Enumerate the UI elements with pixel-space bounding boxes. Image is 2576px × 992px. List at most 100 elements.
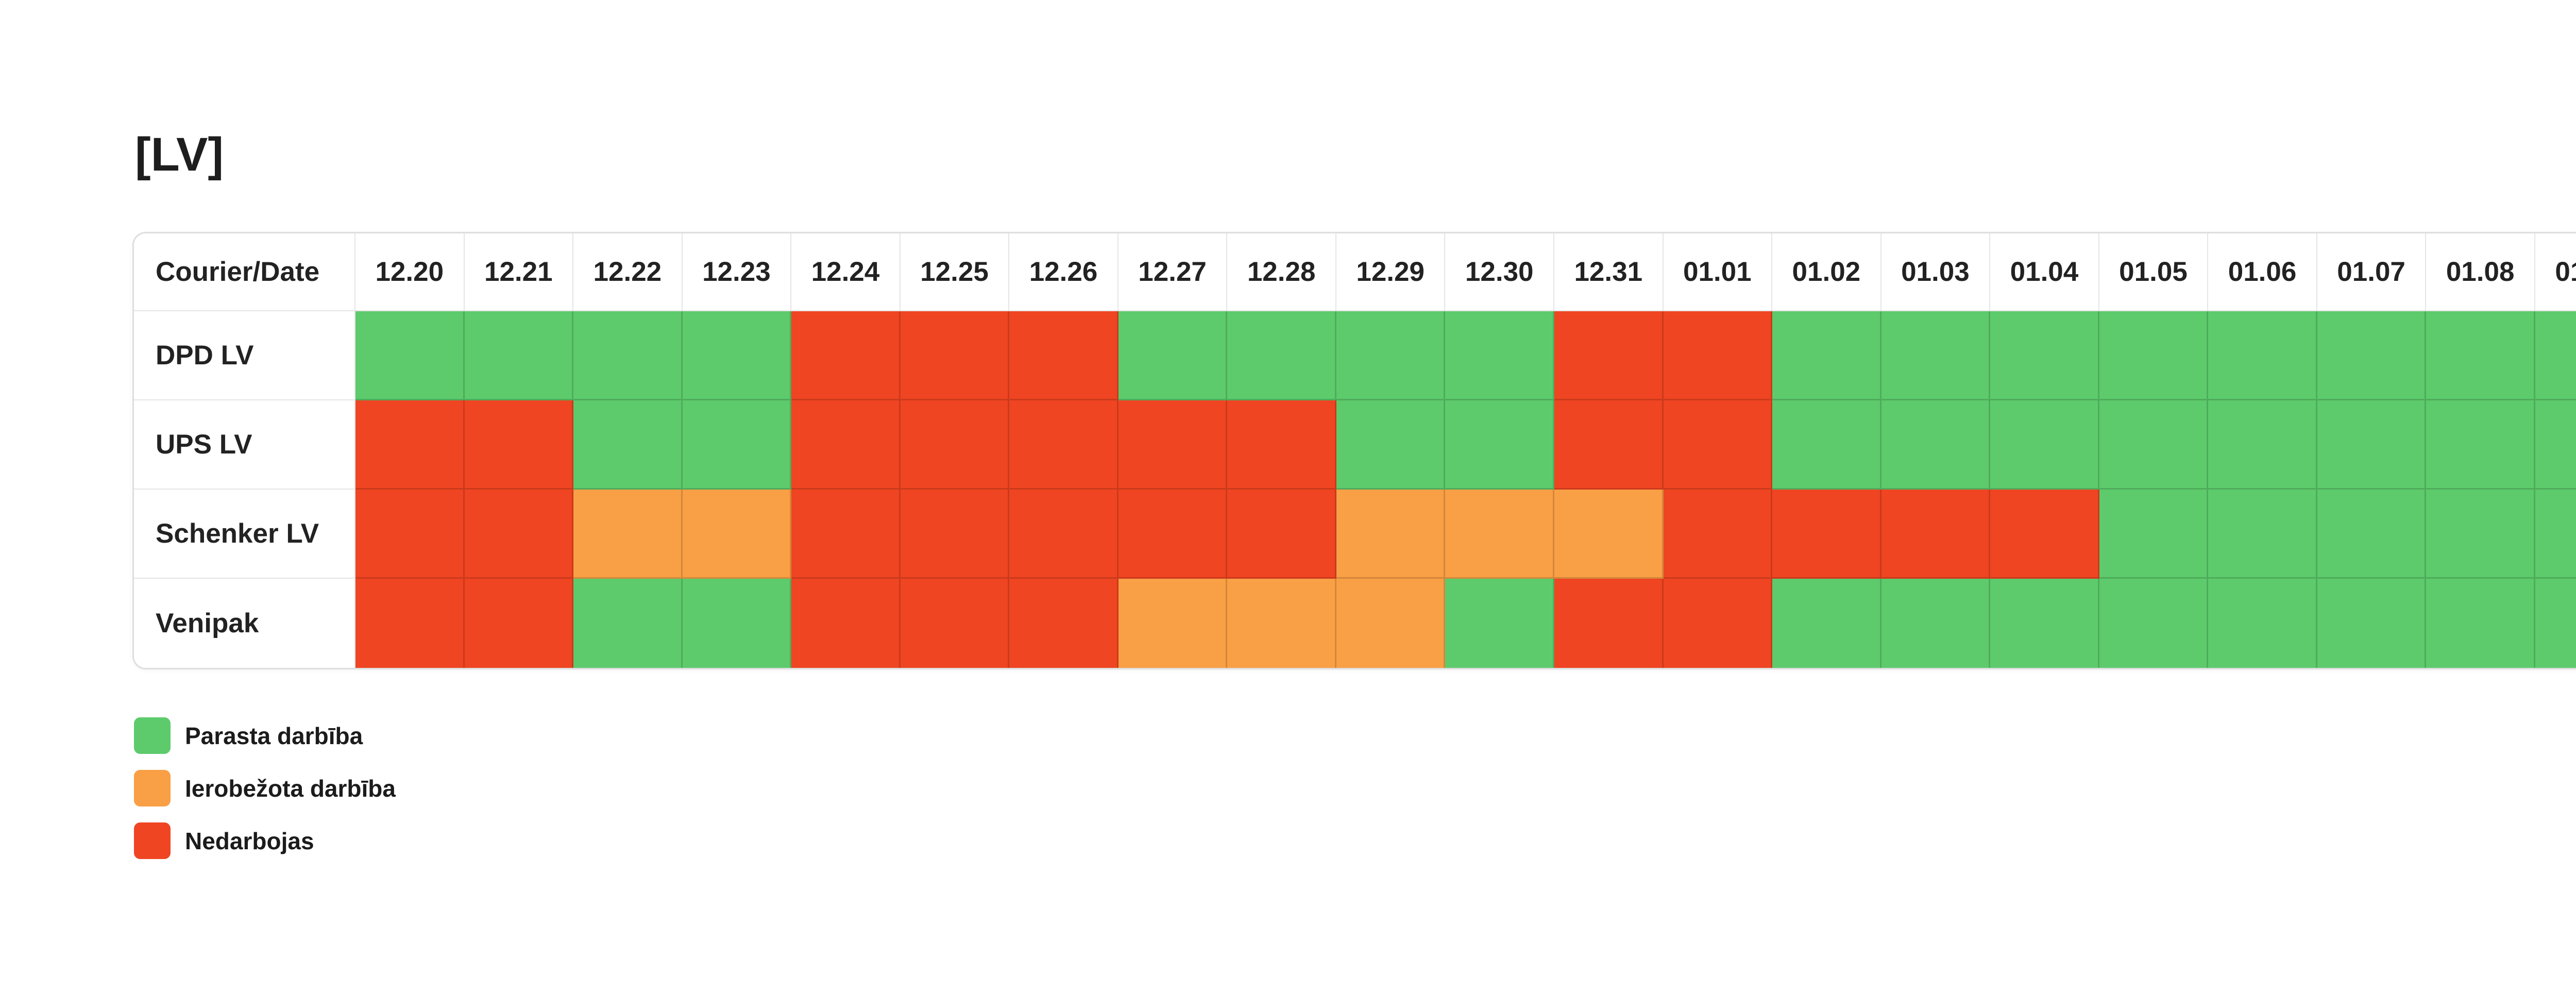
status-cell	[573, 579, 683, 668]
status-cell	[1663, 490, 1773, 579]
status-cell	[355, 490, 465, 579]
status-cell	[355, 311, 465, 400]
status-cell	[1772, 490, 1882, 579]
date-header-cell: 01.03	[1881, 233, 1991, 311]
status-cell	[1990, 400, 2099, 490]
status-cell	[2317, 490, 2427, 579]
status-cell	[1881, 490, 1991, 579]
courier-label-cell: Venipak	[134, 579, 355, 668]
date-header-cell: 12.23	[682, 233, 792, 311]
legend-item: Parasta darbība	[134, 717, 396, 754]
status-cell	[2535, 311, 2576, 400]
date-header-cell: 12.28	[1227, 233, 1336, 311]
legend: Parasta darbība Ierobežota darbība Nedarbo…	[134, 717, 396, 859]
page-title: [LV]	[135, 128, 224, 181]
status-cell	[1554, 579, 1664, 668]
status-cell	[1445, 579, 1554, 668]
status-cell	[1445, 400, 1554, 490]
status-cell	[1663, 311, 1773, 400]
legend-label: Nedarbojas	[185, 827, 314, 854]
status-cell	[1990, 579, 2099, 668]
status-cell	[2099, 400, 2209, 490]
status-cell	[682, 311, 792, 400]
status-cell	[1663, 400, 1773, 490]
courier-status-table: Courier/Date 12.20 12.21 12.22 12.23 12.24 12.…	[132, 232, 2576, 669]
status-cell	[2208, 579, 2317, 668]
status-cell	[1009, 311, 1118, 400]
status-cell	[1227, 311, 1336, 400]
date-header-cell: 12.27	[1118, 233, 1228, 311]
date-header-cell: 01.02	[1772, 233, 1882, 311]
status-cell	[2535, 490, 2576, 579]
status-cell	[1336, 490, 1446, 579]
status-cell	[1009, 400, 1118, 490]
status-cell	[464, 311, 574, 400]
courier-label-cell: DPD LV	[134, 311, 355, 400]
status-cell	[1881, 311, 1991, 400]
date-header-cell: 01.05	[2099, 233, 2209, 311]
status-cell	[355, 400, 465, 490]
status-cell	[1772, 400, 1882, 490]
legend-item: Nedarbojas	[134, 822, 396, 859]
status-cell	[1009, 579, 1118, 668]
status-cell	[2317, 400, 2427, 490]
status-cell	[1118, 579, 1228, 668]
date-header-cell: 12.22	[573, 233, 683, 311]
status-cell	[1881, 400, 1991, 490]
legend-item: Ierobežota darbība	[134, 770, 396, 806]
status-cell	[2317, 579, 2427, 668]
date-header-cell: 01.08	[2426, 233, 2535, 311]
status-cell	[791, 311, 901, 400]
status-cell	[2208, 490, 2317, 579]
legend-label: Parasta darbība	[185, 722, 363, 749]
status-cell	[2099, 579, 2209, 668]
corner-header-cell: Courier/Date	[134, 233, 355, 311]
status-cell	[2208, 400, 2317, 490]
status-cell	[2535, 400, 2576, 490]
date-header-cell: 01.06	[2208, 233, 2317, 311]
status-cell	[1336, 400, 1446, 490]
status-cell	[464, 579, 574, 668]
status-cell	[2426, 579, 2535, 668]
status-cell	[1881, 579, 1991, 668]
date-header-cell: 12.21	[464, 233, 574, 311]
status-cell	[1118, 311, 1228, 400]
status-cell	[1772, 311, 1882, 400]
status-cell	[573, 311, 683, 400]
courier-label-cell: UPS LV	[134, 400, 355, 490]
date-header-cell: 12.29	[1336, 233, 1446, 311]
courier-label-cell: Schenker LV	[134, 490, 355, 579]
status-cell	[1772, 579, 1882, 668]
status-cell	[2099, 311, 2209, 400]
legend-swatch-normal	[134, 717, 171, 754]
status-cell	[1009, 490, 1118, 579]
status-cell	[1336, 311, 1446, 400]
status-cell	[2535, 579, 2576, 668]
status-cell	[1227, 490, 1336, 579]
date-header-cell: 01.07	[2317, 233, 2427, 311]
status-cell	[1445, 490, 1554, 579]
status-cell	[791, 490, 901, 579]
status-cell	[682, 400, 792, 490]
status-cell	[900, 579, 1010, 668]
status-cell	[2426, 490, 2535, 579]
status-cell	[1227, 579, 1336, 668]
date-header-cell: 01.04	[1990, 233, 2099, 311]
status-cell	[1554, 311, 1664, 400]
status-cell	[900, 490, 1010, 579]
status-cell	[1990, 311, 2099, 400]
date-header-cell: 12.31	[1554, 233, 1664, 311]
status-cell	[2208, 311, 2317, 400]
status-cell	[682, 490, 792, 579]
status-cell	[1663, 579, 1773, 668]
status-cell	[682, 579, 792, 668]
legend-label: Ierobežota darbība	[185, 775, 396, 802]
date-header-cell: 01.01	[1663, 233, 1773, 311]
status-cell	[2317, 311, 2427, 400]
date-header-cell: 12.24	[791, 233, 901, 311]
status-cell	[1227, 400, 1336, 490]
date-header-cell: 12.25	[900, 233, 1010, 311]
date-header-cell: 12.20	[355, 233, 465, 311]
status-cell	[2099, 490, 2209, 579]
status-cell	[791, 579, 901, 668]
